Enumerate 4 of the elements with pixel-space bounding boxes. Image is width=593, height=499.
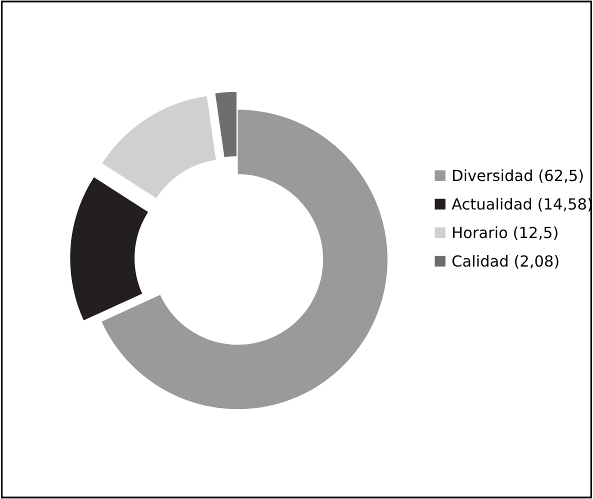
legend-label: Actualidad (14,58) [452, 198, 592, 212]
legend-label: Calidad (2,08) [452, 254, 558, 269]
legend-label: Diversidad (62,5) [453, 169, 583, 183]
legend-label: Horario (12,5) [453, 226, 558, 240]
